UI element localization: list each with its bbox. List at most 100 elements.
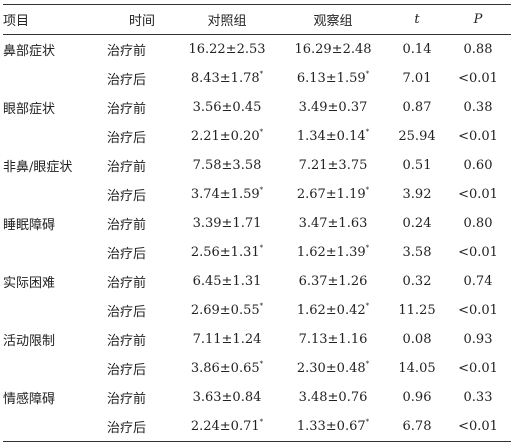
control-value: 7.11±1.24: [192, 332, 262, 347]
row-time: 治疗前: [107, 44, 147, 59]
significance-mark: *: [259, 360, 264, 368]
p-value: <0.01: [458, 129, 498, 144]
control-value: 3.63±0.84: [192, 390, 262, 405]
table-header: 项目 时间 对照组 观察组 t P: [3, 4, 511, 35]
control-value: 2.56±1.31: [190, 245, 260, 260]
control-value-cell: 3.86±0.65*: [177, 354, 277, 383]
row-item-label: 睡眠障碍: [3, 218, 56, 233]
control-value-cell: 16.22±2.53: [177, 35, 277, 65]
t-value: 0.08: [402, 332, 432, 347]
row-time: 治疗后: [107, 421, 147, 436]
observe-value: 3.49±0.37: [298, 100, 368, 115]
control-value-cell: 3.63±0.84: [177, 383, 277, 412]
observe-value-cell: 1.34±0.14*: [277, 122, 389, 151]
observe-value: 6.13±1.59: [296, 71, 366, 86]
control-value: 16.22±2.53: [188, 42, 266, 57]
observe-value: 1.62±1.39: [296, 245, 366, 260]
table-row: 非鼻/眼症状 治疗前 7.58±3.58 7.21±3.75 0.51 0.60: [3, 151, 511, 180]
p-value: 0.38: [463, 100, 493, 115]
row-time: 治疗后: [107, 305, 147, 320]
row-time: 治疗前: [107, 102, 147, 117]
row-item-label: 鼻部症状: [3, 44, 56, 59]
observe-value-cell: 2.67±1.19*: [277, 180, 389, 209]
control-value: 2.69±0.55: [190, 303, 260, 318]
observe-value-cell: 1.33±0.67*: [277, 412, 389, 442]
control-value: 6.45±1.31: [192, 274, 262, 289]
observe-value-cell: 1.62±0.42*: [277, 296, 389, 325]
control-value-cell: 7.11±1.24: [177, 325, 277, 354]
header-time: 时间: [128, 14, 155, 29]
row-item-label: 情感障碍: [3, 392, 56, 407]
row-item-label: [3, 296, 107, 325]
header-row: 项目 时间 对照组 观察组 t P: [3, 4, 511, 35]
observe-value: 7.13±1.16: [298, 332, 368, 347]
significance-mark: *: [365, 302, 370, 310]
observe-value-cell: 7.21±3.75: [277, 151, 389, 180]
table-row: 活动限制 治疗前 7.11±1.24 7.13±1.16 0.08 0.93: [3, 325, 511, 354]
row-item-label: [3, 412, 107, 442]
observe-value-cell: 2.30±0.48*: [277, 354, 389, 383]
control-value: 8.43±1.78: [190, 71, 260, 86]
significance-mark: *: [365, 360, 370, 368]
observe-value-cell: 7.13±1.16: [277, 325, 389, 354]
t-value: 0.96: [402, 390, 432, 405]
significance-mark: *: [365, 70, 370, 78]
observe-value: 16.29±2.48: [294, 42, 372, 57]
control-value: 3.86±0.65: [190, 361, 260, 376]
p-value: <0.01: [458, 303, 498, 318]
t-value: 0.14: [402, 42, 432, 57]
control-value: 3.56±0.45: [192, 100, 262, 115]
row-item-label: [3, 64, 107, 93]
observe-value-cell: 16.29±2.48: [277, 35, 389, 65]
data-table: 项目 时间 对照组 观察组 t P 鼻部症状 治疗前 16.22±2.53 16.29…: [3, 4, 511, 442]
observe-value-cell: 1.62±1.39*: [277, 238, 389, 267]
table-row: 实际困难 治疗前 6.45±1.31 6.37±1.26 0.32 0.74: [3, 267, 511, 296]
table-row: 睡眠障碍 治疗前 3.39±1.71 3.47±1.63 0.24 0.80: [3, 209, 511, 238]
p-value: <0.01: [458, 187, 498, 202]
row-time: 治疗后: [107, 73, 147, 88]
table-row: 眼部症状 治疗前 3.56±0.45 3.49±0.37 0.87 0.38: [3, 93, 511, 122]
table-row: 治疗后 2.56±1.31* 1.62±1.39* 3.58 <0.01: [3, 238, 511, 267]
t-value: 3.92: [402, 187, 432, 202]
row-item-label: [3, 180, 107, 209]
p-value: 0.33: [463, 390, 493, 405]
row-time: 治疗后: [107, 189, 147, 204]
header-p: P: [473, 12, 483, 27]
row-item-label: [3, 354, 107, 383]
table-row: 治疗后 2.24±0.71* 1.33±0.67* 6.78 <0.01: [3, 412, 511, 442]
observe-value: 3.48±0.76: [298, 390, 368, 405]
p-value: <0.01: [458, 71, 498, 86]
p-value: <0.01: [458, 419, 498, 434]
observe-value: 3.47±1.63: [298, 216, 368, 231]
control-value-cell: 2.24±0.71*: [177, 412, 277, 442]
control-value-cell: 3.56±0.45: [177, 93, 277, 122]
control-value: 7.58±3.58: [192, 158, 262, 173]
control-value: 2.21±0.20: [190, 129, 260, 144]
t-value: 0.51: [402, 158, 432, 173]
significance-mark: *: [259, 70, 264, 78]
control-value-cell: 7.58±3.58: [177, 151, 277, 180]
control-value-cell: 6.45±1.31: [177, 267, 277, 296]
table-row: 治疗后 2.69±0.55* 1.62±0.42* 11.25 <0.01: [3, 296, 511, 325]
p-value: 0.93: [463, 332, 493, 347]
header-observe: 观察组: [313, 14, 353, 29]
t-value: 0.87: [402, 100, 432, 115]
significance-mark: *: [365, 244, 370, 252]
observe-value-cell: 6.37±1.26: [277, 267, 389, 296]
row-item-label: 非鼻/眼症状: [3, 160, 73, 175]
table-row: 治疗后 3.74±1.59* 2.67±1.19* 3.92 <0.01: [3, 180, 511, 209]
observe-value: 1.34±0.14: [296, 129, 366, 144]
table-row: 治疗后 8.43±1.78* 6.13±1.59* 7.01 <0.01: [3, 64, 511, 93]
observe-value: 2.30±0.48: [296, 361, 366, 376]
significance-mark: *: [259, 128, 264, 136]
row-time: 治疗前: [107, 218, 147, 233]
control-value-cell: 2.56±1.31*: [177, 238, 277, 267]
row-time: 治疗前: [107, 160, 147, 175]
control-value-cell: 8.43±1.78*: [177, 64, 277, 93]
observe-value: 1.62±0.42: [296, 303, 366, 318]
table-row: 治疗后 2.21±0.20* 1.34±0.14* 25.94 <0.01: [3, 122, 511, 151]
control-value: 3.39±1.71: [192, 216, 262, 231]
observe-value-cell: 3.48±0.76: [277, 383, 389, 412]
table-row: 治疗后 3.86±0.65* 2.30±0.48* 14.05 <0.01: [3, 354, 511, 383]
control-value: 2.24±0.71: [190, 419, 260, 434]
